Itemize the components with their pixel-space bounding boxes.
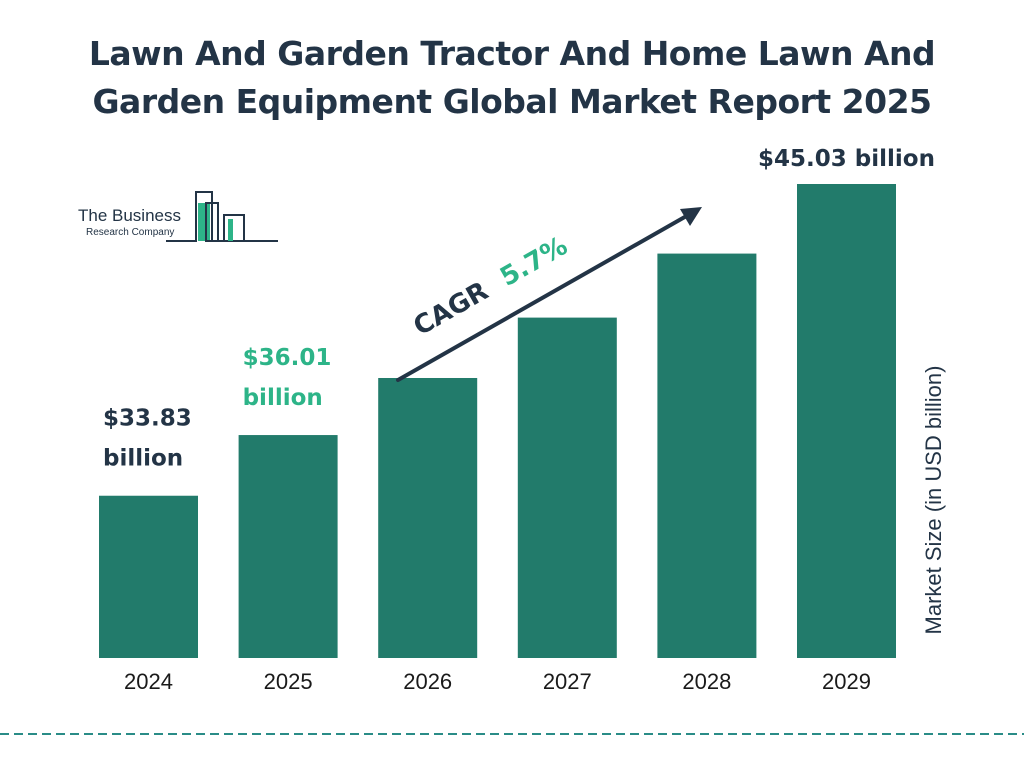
x-tick-label-2029: 2029 xyxy=(822,669,871,694)
page-title: Lawn And Garden Tractor And Home Lawn An… xyxy=(0,30,1024,126)
data-label-2025-unit: billion xyxy=(243,385,323,411)
bar-2025 xyxy=(238,435,338,658)
data-label-2024: $33.83 billion xyxy=(103,406,192,472)
x-tick-label-2025: 2025 xyxy=(264,669,313,694)
bar-2024 xyxy=(99,495,198,658)
data-label-2025-value: $36.01 xyxy=(243,345,332,371)
x-tick-label-2027: 2027 xyxy=(543,669,592,694)
bar-2028 xyxy=(657,253,757,659)
data-label-2024-value: $33.83 xyxy=(103,406,192,432)
bar-2027 xyxy=(517,317,617,658)
logo-text-line-1: The Business xyxy=(78,206,181,225)
bar-2026 xyxy=(378,377,478,658)
x-tick-label-2028: 2028 xyxy=(682,669,731,694)
cagr-arrow-line xyxy=(396,212,692,382)
bar-2029 xyxy=(797,184,896,658)
data-label-2025: $36.01 billion xyxy=(243,345,332,411)
logo-buildings-icon xyxy=(166,191,278,242)
company-logo: The Business Research Company xyxy=(78,180,283,245)
data-labels: $33.83 billion $36.01 billion $45.03 billion xyxy=(103,146,935,472)
x-tick-label-2024: 2024 xyxy=(124,669,173,694)
x-tick-label-2026: 2026 xyxy=(403,669,452,694)
data-label-2029: $45.03 billion xyxy=(758,146,935,172)
logo-text-line-2: Research Company xyxy=(86,227,175,238)
cagr-arrow-head xyxy=(680,207,702,226)
title-line-2: Garden Equipment Global Market Report 20… xyxy=(92,82,932,121)
y-axis-label: Market Size (in USD billion) xyxy=(921,366,946,635)
x-tick-labels: 2024 2025 2026 2027 2028 2029 xyxy=(124,669,871,694)
bars-layer xyxy=(99,184,896,659)
data-label-2024-unit: billion xyxy=(103,446,183,472)
title-line-1: Lawn And Garden Tractor And Home Lawn An… xyxy=(88,34,936,73)
cagr-value: 5.7% xyxy=(495,231,573,293)
